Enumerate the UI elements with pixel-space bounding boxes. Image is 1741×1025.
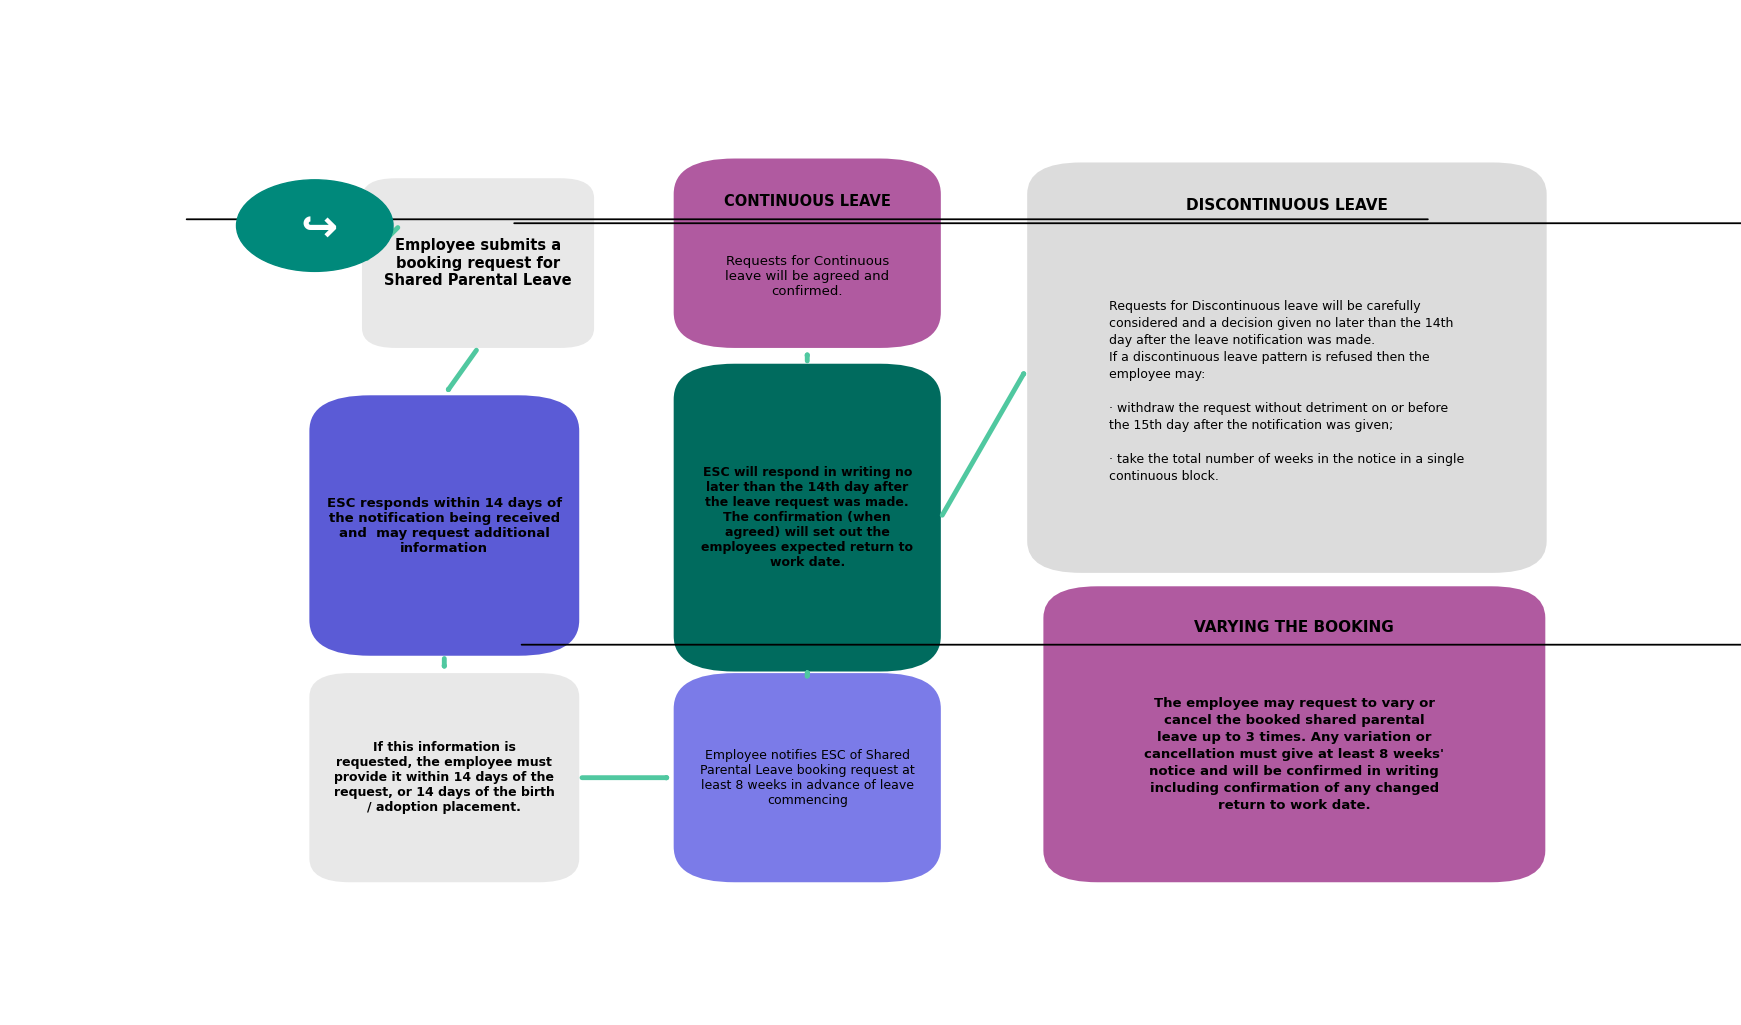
Text: CONTINUOUS LEAVE: CONTINUOUS LEAVE	[724, 195, 891, 209]
Text: ESC will respond in writing no
later than the 14th day after
the leave request w: ESC will respond in writing no later tha…	[702, 466, 914, 569]
Text: Requests for Discontinuous leave will be carefully
considered and a decision giv: Requests for Discontinuous leave will be…	[1109, 300, 1464, 483]
FancyBboxPatch shape	[1027, 163, 1546, 573]
Text: DISCONTINUOUS LEAVE: DISCONTINUOUS LEAVE	[1186, 199, 1388, 213]
FancyBboxPatch shape	[362, 178, 594, 347]
Text: Requests for Continuous
leave will be agreed and
confirmed.: Requests for Continuous leave will be ag…	[726, 255, 890, 298]
Text: Employee notifies ESC of Shared
Parental Leave booking request at
least 8 weeks : Employee notifies ESC of Shared Parental…	[700, 748, 914, 807]
FancyBboxPatch shape	[310, 673, 580, 883]
Text: VARYING THE BOOKING: VARYING THE BOOKING	[1194, 620, 1395, 634]
FancyBboxPatch shape	[674, 673, 940, 883]
FancyBboxPatch shape	[310, 396, 580, 656]
Text: Employee submits a
booking request for
Shared Parental Leave: Employee submits a booking request for S…	[385, 238, 571, 288]
Circle shape	[237, 179, 393, 272]
Text: ESC responds within 14 days of
the notification being received
and  may request : ESC responds within 14 days of the notif…	[327, 496, 562, 555]
FancyBboxPatch shape	[1043, 586, 1546, 883]
FancyBboxPatch shape	[674, 159, 940, 347]
FancyBboxPatch shape	[674, 364, 940, 671]
Text: If this information is
requested, the employee must
provide it within 14 days of: If this information is requested, the em…	[334, 741, 555, 814]
Text: ↪: ↪	[299, 208, 338, 251]
Text: The employee may request to vary or
cancel the booked shared parental
leave up t: The employee may request to vary or canc…	[1144, 697, 1445, 812]
